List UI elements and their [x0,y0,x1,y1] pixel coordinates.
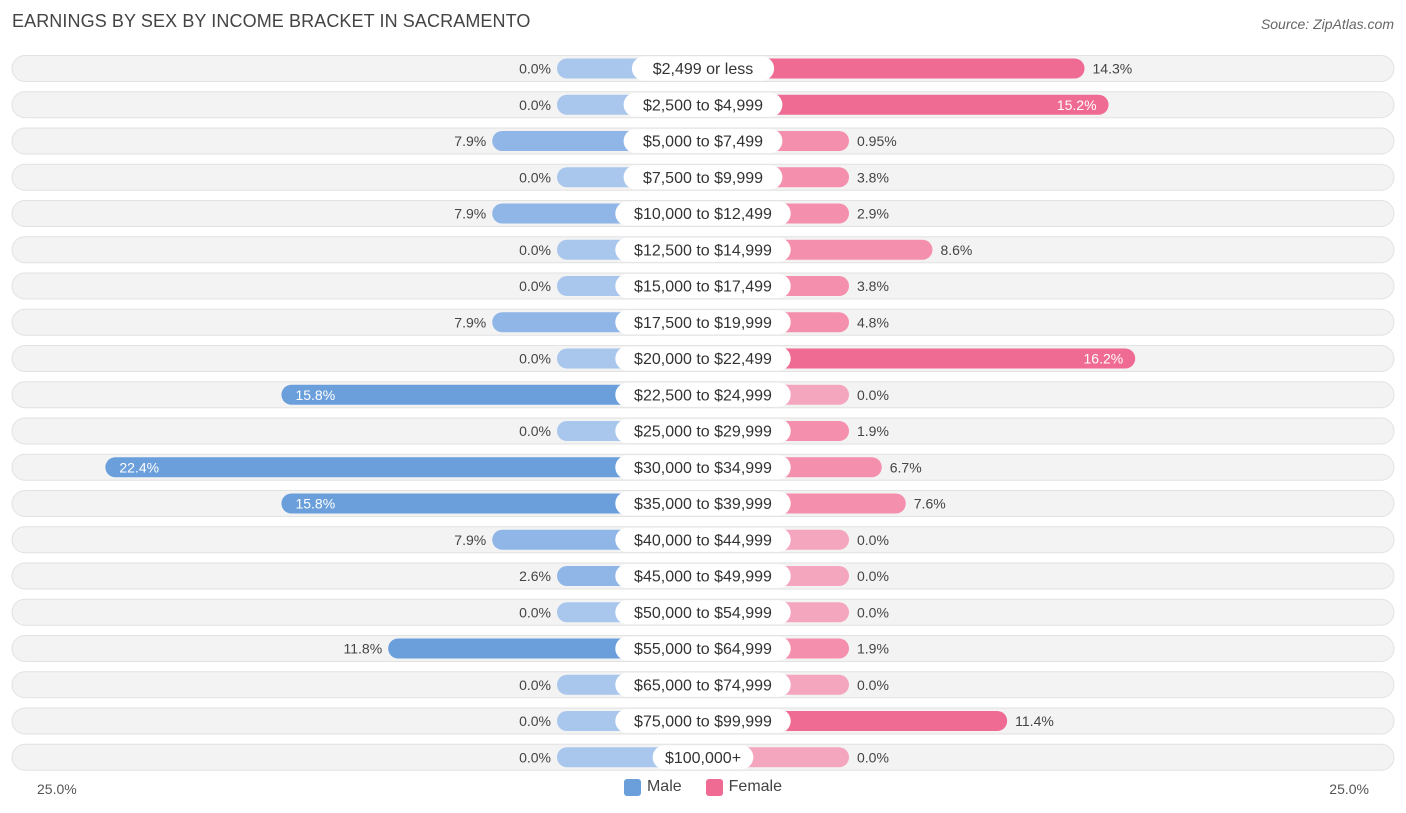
bar-female [703,348,1136,369]
bar-female [703,94,1109,115]
category-label-bg [615,636,791,661]
category-label-bg [631,56,775,81]
category-label-bg [615,419,791,443]
axis-left-label: 25.0% [37,781,77,797]
category-label: $25,000 to $29,999 [634,424,772,441]
category-label-bg [652,745,754,770]
legend-swatch-male [623,778,641,796]
value-label-male: 0.0% [519,677,551,693]
value-label-female: 0.0% [857,604,889,620]
category-label: $12,500 to $14,999 [634,242,772,259]
value-label-female: 3.8% [857,278,889,294]
category-label: $55,000 to $64,999 [634,641,772,658]
value-label-female: 8.6% [940,242,972,258]
category-label-bg [623,92,783,117]
value-label-male: 7.9% [454,314,486,330]
value-label-male: 7.9% [454,206,486,222]
legend-item-female[interactable]: Female [705,778,783,796]
category-label-bg [615,455,791,480]
value-label-male: 15.8% [295,496,335,512]
value-label-male: 0.0% [519,713,551,729]
legend-label-male: Male [646,778,682,795]
value-label-male: 0.0% [519,278,551,294]
category-label-bg [615,491,791,516]
category-label: $20,000 to $22,499 [634,351,772,368]
value-label-male: 0.0% [519,604,551,620]
bar-female [703,58,1085,79]
category-label-bg [615,564,791,588]
category-label: $7,500 to $9,999 [643,170,763,187]
value-label-female: 0.95% [857,133,897,149]
axis-right-label: 25.0% [1329,781,1369,797]
value-label-female: 0.0% [857,568,889,584]
category-label: $2,500 to $4,999 [643,97,763,114]
value-label-female: 6.7% [890,459,922,475]
category-label: $22,500 to $24,999 [634,387,772,404]
value-label-male: 0.0% [519,61,551,77]
category-label-bg [615,310,791,335]
value-label-male: 0.0% [519,749,551,765]
legend-label-female: Female [728,778,783,795]
value-label-female: 7.6% [914,496,946,512]
value-label-female: 4.8% [857,314,889,330]
value-label-male: 11.8% [344,641,383,657]
bar-male [281,493,703,514]
category-label: $15,000 to $17,499 [634,279,772,296]
category-label-bg [615,382,791,407]
chart-canvas: $2,499 or less 0.0% 14.3% $2,500 to $4,999 0… [11,55,1395,771]
value-label-male: 7.9% [454,532,486,548]
category-label-bg [623,129,783,153]
category-label-bg [615,600,791,625]
category-label-bg [623,165,783,190]
value-label-female: 2.9% [857,206,889,222]
value-label-male: 0.0% [519,97,551,113]
value-label-female: 16.2% [1084,351,1124,367]
legend-swatch-female [705,778,723,796]
category-label: $10,000 to $12,499 [634,206,772,223]
bar-male [105,457,704,478]
value-label-female: 14.3% [1093,61,1133,77]
category-label: $2,499 or less [653,61,754,78]
category-label: $100,000+ [665,750,741,767]
category-label-bg [615,709,791,733]
category-label-bg [615,237,791,262]
source-note: Source: ZipAtlas.com [1260,16,1394,32]
value-label-female: 15.2% [1057,97,1097,113]
category-label: $40,000 to $44,999 [634,532,772,549]
value-label-female: 0.0% [857,532,889,548]
value-label-female: 11.4% [1015,713,1054,729]
category-label: $17,500 to $19,999 [634,315,772,332]
value-label-female: 1.9% [857,423,889,439]
value-label-male: 2.6% [519,568,551,584]
category-label-bg [615,346,791,371]
category-label: $35,000 to $39,999 [634,496,772,513]
category-label: $45,000 to $49,999 [634,569,772,586]
value-label-male: 0.0% [519,169,551,185]
legend-item-male[interactable]: Male [623,778,682,796]
value-label-male: 15.8% [295,387,335,403]
category-label-bg [615,274,791,298]
value-label-male: 0.0% [519,242,551,258]
value-label-female: 3.8% [857,169,889,185]
category-label-bg [615,672,791,697]
category-label: $65,000 to $74,999 [634,677,772,694]
chart-title: EARNINGS BY SEX BY INCOME BRACKET IN SAC… [12,11,531,31]
value-label-male: 0.0% [519,351,551,367]
value-label-female: 0.0% [857,387,889,403]
value-label-female: 0.0% [857,677,889,693]
bar-male [281,384,703,405]
legend: Male Female [0,778,1406,796]
value-label-male: 22.4% [119,459,159,475]
value-label-male: 0.0% [519,423,551,439]
category-label-bg [615,527,791,552]
category-label: $5,000 to $7,499 [643,134,763,151]
value-label-female: 0.0% [857,749,889,765]
category-label: $30,000 to $34,999 [634,460,772,477]
category-label-bg [615,201,791,226]
value-label-female: 1.9% [857,641,889,657]
value-label-male: 7.9% [454,133,486,149]
category-label: $75,000 to $99,999 [634,714,772,731]
category-label: $50,000 to $54,999 [634,605,772,622]
